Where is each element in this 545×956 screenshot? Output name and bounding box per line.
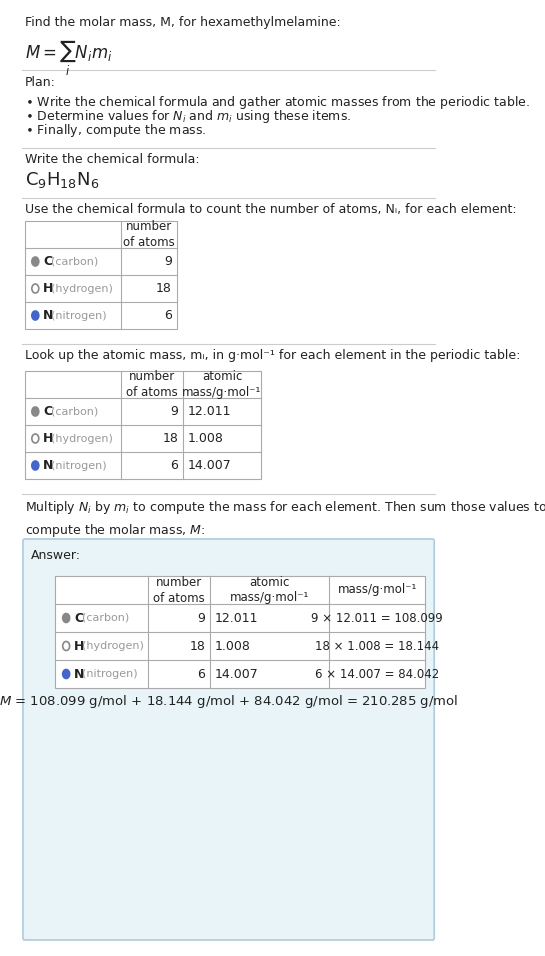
Text: 6: 6 xyxy=(170,459,178,472)
Text: $\bullet$ Finally, compute the mass.: $\bullet$ Finally, compute the mass. xyxy=(25,122,206,139)
Text: number
of atoms: number of atoms xyxy=(123,220,174,249)
Text: Find the molar mass, M, for hexamethylmelamine:: Find the molar mass, M, for hexamethylme… xyxy=(25,16,340,29)
Text: $M = \sum_i N_i m_i$: $M = \sum_i N_i m_i$ xyxy=(25,38,112,78)
Text: 12.011: 12.011 xyxy=(214,612,258,624)
Text: (hydrogen): (hydrogen) xyxy=(51,284,113,293)
Text: $\mathregular{C_9H_{18}N_6}$: $\mathregular{C_9H_{18}N_6}$ xyxy=(25,170,99,190)
Text: $\bullet$ Determine values for $N_i$ and $m_i$ using these items.: $\bullet$ Determine values for $N_i$ and… xyxy=(25,108,350,125)
Text: Answer:: Answer: xyxy=(31,549,81,562)
Text: 6: 6 xyxy=(197,667,205,681)
Text: 1.008: 1.008 xyxy=(187,432,223,445)
Text: Write the chemical formula:: Write the chemical formula: xyxy=(25,153,199,166)
Text: (hydrogen): (hydrogen) xyxy=(51,433,113,444)
Circle shape xyxy=(32,434,39,443)
Text: 1.008: 1.008 xyxy=(214,640,250,653)
Text: N: N xyxy=(43,309,53,322)
Circle shape xyxy=(32,407,39,416)
Text: 9: 9 xyxy=(197,612,205,624)
Circle shape xyxy=(32,311,39,320)
Circle shape xyxy=(63,669,70,679)
Text: (carbon): (carbon) xyxy=(51,256,98,267)
Text: C: C xyxy=(43,255,52,268)
Text: N: N xyxy=(43,459,53,472)
Text: 9: 9 xyxy=(170,405,178,418)
Text: (carbon): (carbon) xyxy=(82,613,129,623)
Text: number
of atoms: number of atoms xyxy=(153,576,205,604)
Circle shape xyxy=(63,614,70,622)
Text: $\bullet$ Write the chemical formula and gather atomic masses from the periodic : $\bullet$ Write the chemical formula and… xyxy=(25,94,530,111)
Text: (hydrogen): (hydrogen) xyxy=(82,641,143,651)
Text: (carbon): (carbon) xyxy=(51,406,98,417)
Text: H: H xyxy=(43,432,53,445)
Text: 18 × 1.008 = 18.144: 18 × 1.008 = 18.144 xyxy=(315,640,439,653)
Text: (nitrogen): (nitrogen) xyxy=(51,461,106,470)
Text: (nitrogen): (nitrogen) xyxy=(82,669,137,679)
Text: 14.007: 14.007 xyxy=(187,459,231,472)
Text: Look up the atomic mass, mᵢ, in g·mol⁻¹ for each element in the periodic table:: Look up the atomic mass, mᵢ, in g·mol⁻¹ … xyxy=(25,349,520,362)
Text: Multiply $N_i$ by $m_i$ to compute the mass for each element. Then sum those val: Multiply $N_i$ by $m_i$ to compute the m… xyxy=(25,499,545,539)
Bar xyxy=(25,221,177,329)
Text: 18: 18 xyxy=(162,432,178,445)
Text: 14.007: 14.007 xyxy=(214,667,258,681)
Bar xyxy=(56,576,425,688)
Text: (nitrogen): (nitrogen) xyxy=(51,311,106,320)
Circle shape xyxy=(32,461,39,470)
Text: 9: 9 xyxy=(164,255,172,268)
Text: H: H xyxy=(43,282,53,295)
Text: 6: 6 xyxy=(164,309,172,322)
Text: atomic
mass/g·mol⁻¹: atomic mass/g·mol⁻¹ xyxy=(230,576,309,604)
Text: number
of atoms: number of atoms xyxy=(126,370,178,399)
Text: 6 × 14.007 = 84.042: 6 × 14.007 = 84.042 xyxy=(315,667,439,681)
FancyBboxPatch shape xyxy=(23,539,434,940)
Circle shape xyxy=(32,284,39,293)
Text: 18: 18 xyxy=(156,282,172,295)
Circle shape xyxy=(32,257,39,266)
Text: H: H xyxy=(74,640,84,653)
Text: 12.011: 12.011 xyxy=(187,405,231,418)
Text: Use the chemical formula to count the number of atoms, Nᵢ, for each element:: Use the chemical formula to count the nu… xyxy=(25,203,516,216)
Text: C: C xyxy=(43,405,52,418)
Text: mass/g·mol⁻¹: mass/g·mol⁻¹ xyxy=(337,583,417,597)
Bar xyxy=(25,371,262,479)
Circle shape xyxy=(63,641,70,650)
Text: atomic
mass/g·mol⁻¹: atomic mass/g·mol⁻¹ xyxy=(183,370,262,399)
Text: 18: 18 xyxy=(189,640,205,653)
Text: 9 × 12.011 = 108.099: 9 × 12.011 = 108.099 xyxy=(311,612,443,624)
Text: C: C xyxy=(74,612,83,624)
Text: $M$ = 108.099 g/mol + 18.144 g/mol + 84.042 g/mol = 210.285 g/mol: $M$ = 108.099 g/mol + 18.144 g/mol + 84.… xyxy=(0,693,458,710)
Text: N: N xyxy=(74,667,84,681)
Text: Plan:: Plan: xyxy=(25,76,56,89)
